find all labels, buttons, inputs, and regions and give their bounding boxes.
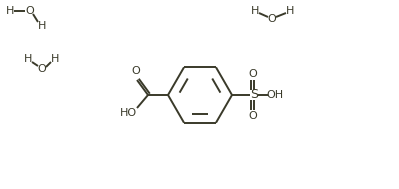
Text: H: H: [51, 54, 59, 64]
Text: S: S: [250, 88, 258, 101]
Text: HO: HO: [119, 108, 136, 118]
Text: O: O: [248, 111, 257, 121]
Text: OH: OH: [267, 90, 284, 100]
Text: O: O: [268, 14, 277, 24]
Text: H: H: [38, 21, 46, 31]
Text: O: O: [248, 69, 257, 79]
Text: H: H: [251, 6, 259, 16]
Text: O: O: [132, 66, 140, 76]
Text: H: H: [6, 6, 14, 16]
Text: H: H: [24, 54, 32, 64]
Text: O: O: [26, 6, 34, 16]
Text: H: H: [286, 6, 294, 16]
Text: O: O: [38, 64, 46, 74]
